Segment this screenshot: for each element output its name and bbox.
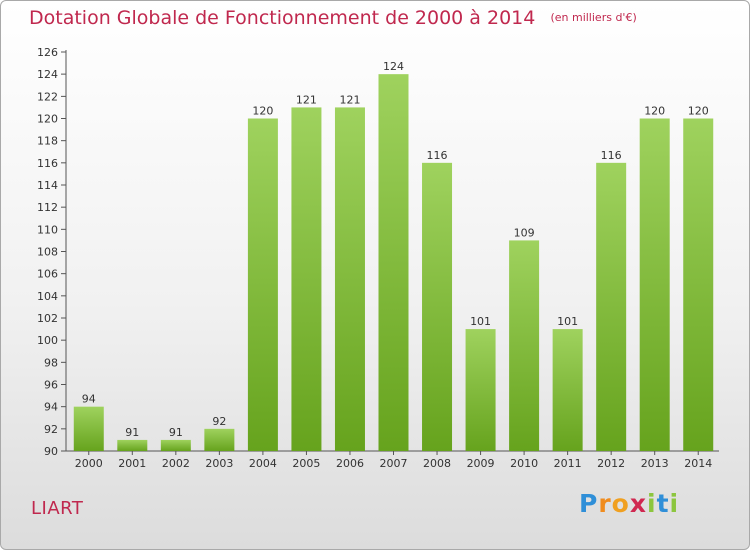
y-tick-label: 94	[44, 401, 58, 414]
y-tick-label: 100	[37, 334, 58, 347]
bar	[204, 428, 235, 451]
x-tick-label: 2012	[597, 457, 625, 470]
x-tick-label: 2000	[75, 457, 103, 470]
chart-title: Dotation Globale de Fonctionnement de 20…	[29, 7, 536, 29]
bar	[465, 329, 496, 451]
bar	[73, 406, 104, 451]
y-tick-label: 98	[44, 356, 58, 369]
x-tick-label: 2014	[684, 457, 712, 470]
data-label: 91	[169, 426, 183, 439]
y-tick-label: 116	[37, 157, 58, 170]
brand-letter: x	[629, 489, 647, 518]
y-tick-label: 118	[37, 135, 58, 148]
bar	[683, 118, 714, 451]
y-tick-label: 106	[37, 268, 58, 281]
brand-letter: o	[611, 489, 630, 518]
brand-letter: t	[656, 489, 670, 518]
title-row: Dotation Globale de Fonctionnement de 20…	[29, 7, 637, 29]
data-label: 116	[601, 149, 622, 162]
data-label: 101	[557, 315, 578, 328]
data-label: 120	[688, 105, 709, 118]
y-tick-label: 122	[37, 90, 58, 103]
y-tick-label: 102	[37, 312, 58, 325]
data-label: 121	[296, 93, 317, 106]
data-label: 120	[644, 105, 665, 118]
y-tick-label: 124	[37, 68, 58, 81]
y-tick-label: 114	[37, 179, 58, 192]
bar	[117, 439, 148, 451]
brand-logo: Proxiti	[579, 489, 679, 518]
x-tick-label: 2009	[467, 457, 495, 470]
data-label: 94	[82, 393, 96, 406]
brand-letter: P	[579, 489, 599, 518]
brand-letter: i	[669, 489, 680, 518]
y-tick-label: 104	[37, 290, 58, 303]
x-tick-label: 2001	[118, 457, 146, 470]
commune-name: LIART	[31, 498, 84, 519]
x-tick-label: 2011	[554, 457, 582, 470]
y-tick-label: 126	[37, 46, 58, 59]
chart-unit: (en milliers d'€)	[550, 11, 637, 24]
data-label: 101	[470, 315, 491, 328]
x-tick-label: 2013	[641, 457, 669, 470]
bar	[596, 162, 627, 452]
bar	[160, 439, 191, 451]
y-tick-label: 120	[37, 113, 58, 126]
data-label: 121	[339, 93, 360, 106]
x-tick-label: 2007	[380, 457, 408, 470]
x-tick-label: 2004	[249, 457, 277, 470]
bar	[422, 162, 453, 452]
data-label: 109	[514, 226, 535, 239]
y-tick-label: 112	[37, 201, 58, 214]
x-tick-label: 2005	[292, 457, 320, 470]
y-tick-label: 108	[37, 246, 58, 259]
y-tick-label: 110	[37, 223, 58, 236]
data-label: 120	[252, 105, 273, 118]
brand-letter: r	[598, 489, 612, 518]
x-tick-label: 2003	[205, 457, 233, 470]
y-tick-label: 96	[44, 379, 58, 392]
y-tick-label: 90	[44, 445, 58, 458]
x-tick-label: 2006	[336, 457, 364, 470]
brand-letter: i	[647, 489, 657, 518]
x-tick-label: 2008	[423, 457, 451, 470]
x-tick-label: 2010	[510, 457, 538, 470]
bar	[552, 329, 583, 451]
bar	[509, 240, 540, 451]
bar	[291, 107, 322, 452]
bar	[334, 107, 365, 452]
bar	[639, 118, 670, 451]
y-tick-label: 92	[44, 423, 58, 436]
x-tick-label: 2002	[162, 457, 190, 470]
bar	[247, 118, 278, 451]
bar	[378, 74, 409, 452]
data-label: 124	[383, 60, 404, 73]
data-label: 91	[125, 426, 139, 439]
data-label: 116	[427, 149, 448, 162]
data-label: 92	[212, 415, 226, 428]
